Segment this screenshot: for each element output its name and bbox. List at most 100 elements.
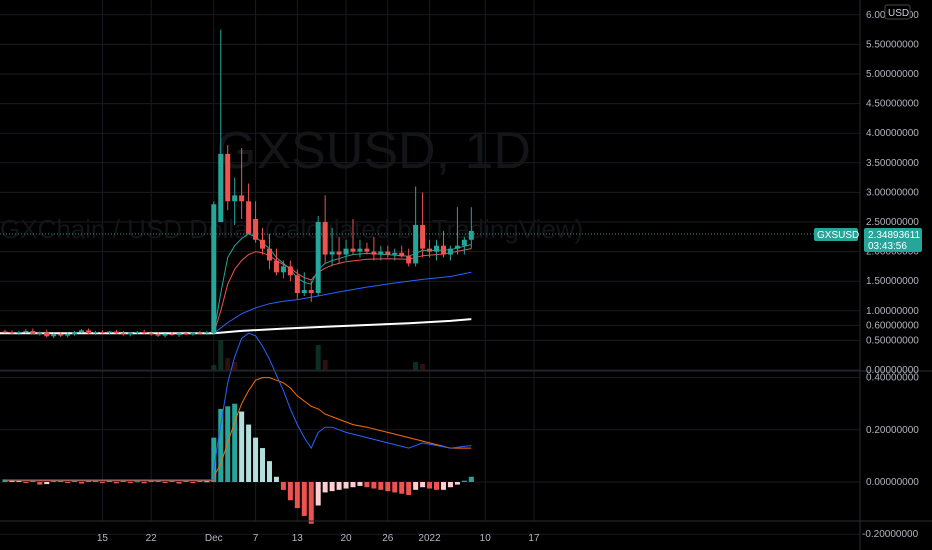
price-tick-label: 5.00000000 xyxy=(866,69,919,80)
candle-body xyxy=(72,332,78,334)
time-tick-label: 22 xyxy=(146,533,158,544)
histogram-bar xyxy=(86,480,92,482)
macd-tick-label: 0.40000000 xyxy=(866,373,919,384)
candle-body xyxy=(266,248,272,261)
histogram-bar xyxy=(155,480,161,482)
candle-body xyxy=(169,333,175,336)
histogram-bar xyxy=(51,480,57,482)
histogram-bar xyxy=(37,482,43,485)
candle-body xyxy=(399,252,405,257)
histogram-bar xyxy=(197,480,203,482)
time-tick-label: 13 xyxy=(292,533,304,544)
candle-body xyxy=(30,330,36,334)
histogram-bar xyxy=(343,482,349,489)
candle-body xyxy=(2,331,8,333)
time-tick-label: Dec xyxy=(205,533,223,544)
watermark-symbol: GXSUSD, 1D xyxy=(216,122,531,180)
histogram-bar xyxy=(322,482,328,493)
ema-line-short xyxy=(213,233,472,334)
candle-body xyxy=(420,224,426,249)
histogram-bar xyxy=(273,476,279,482)
macd-tick-label: 0.20000000 xyxy=(866,425,919,436)
candle-body xyxy=(273,260,279,273)
histogram-bar xyxy=(280,482,286,490)
currency-label[interactable]: USD xyxy=(888,8,909,19)
histogram-bar xyxy=(162,482,168,484)
time-axis[interactable]: 15 22 Dec 7 13 20 26 2022 10 17 xyxy=(97,533,540,544)
histogram-bar xyxy=(134,481,140,483)
candlestick-series[interactable] xyxy=(2,29,474,339)
watermark-description: GXChain / USD Dollar (calculated by Trad… xyxy=(0,214,583,244)
candle-body xyxy=(225,153,231,202)
macd-tick-label: 0.00000000 xyxy=(866,477,919,488)
price-tag xyxy=(864,228,922,252)
candle-body xyxy=(392,252,398,255)
histogram-bar xyxy=(378,482,384,490)
histogram-bar xyxy=(440,482,446,490)
histogram-bar xyxy=(371,482,377,489)
histogram-bar xyxy=(447,482,453,488)
macd-histogram xyxy=(2,403,474,524)
candle-body xyxy=(461,239,467,246)
candle-body xyxy=(315,222,321,294)
volume-bar xyxy=(211,365,217,370)
volume-bar xyxy=(420,364,426,370)
signal-line xyxy=(5,377,472,482)
histogram-bar xyxy=(72,480,78,482)
histogram-bar xyxy=(253,437,259,482)
macd-axis[interactable]: 0.60000000 0.40000000 0.20000000 0.00000000… xyxy=(862,320,919,540)
price-tick-label: 3.00000000 xyxy=(866,187,919,198)
histogram-bar xyxy=(246,424,252,482)
candle-body xyxy=(58,334,64,336)
candle-body xyxy=(246,201,252,234)
candle-body xyxy=(113,331,119,334)
histogram-bar xyxy=(239,411,245,482)
histogram-bar xyxy=(169,480,175,482)
candle-body xyxy=(280,266,286,273)
time-tick-label: 26 xyxy=(382,533,394,544)
candle-body xyxy=(51,334,57,337)
candle-body xyxy=(204,332,210,334)
candle-body xyxy=(99,332,105,334)
price-axis[interactable]: 6.000000005.500000005.000000004.50000000… xyxy=(866,10,919,376)
volume-bar xyxy=(232,362,238,370)
histogram-bar xyxy=(406,482,412,496)
candle-body xyxy=(176,333,182,336)
candle-body xyxy=(44,332,50,337)
histogram-bar xyxy=(58,480,64,482)
histogram-bar xyxy=(113,482,119,484)
candle-body xyxy=(239,195,245,202)
price-tag-value: 2.34893611 xyxy=(868,230,921,241)
histogram-bar xyxy=(204,481,210,483)
candle-body xyxy=(106,331,112,333)
histogram-bar xyxy=(364,482,370,488)
price-tick-label: 5.50000000 xyxy=(866,39,919,50)
histogram-bar xyxy=(183,480,189,482)
candle-body xyxy=(308,290,314,294)
histogram-bar xyxy=(420,482,426,488)
histogram-bar xyxy=(434,482,440,490)
price-tag-countdown: 03:43:56 xyxy=(868,241,907,252)
price-tick-label: 1.00000000 xyxy=(866,306,919,317)
histogram-bar xyxy=(65,482,71,484)
candle-body xyxy=(336,251,342,255)
histogram-bar xyxy=(79,482,85,484)
histogram-bar xyxy=(468,476,474,482)
candle-body xyxy=(162,333,168,336)
histogram-bar xyxy=(454,482,460,485)
histogram-bar xyxy=(211,437,217,482)
price-tick-label: 4.00000000 xyxy=(866,128,919,139)
candle-body xyxy=(155,334,161,336)
candle-body xyxy=(260,239,266,249)
candle-body xyxy=(343,248,349,255)
price-tick-label: 2.00000000 xyxy=(866,247,919,258)
grid-lines xyxy=(0,0,860,535)
histogram-bar xyxy=(329,482,335,492)
histogram-bar xyxy=(357,482,363,486)
histogram-bar xyxy=(294,482,300,509)
currency-box[interactable] xyxy=(884,4,911,20)
time-tick-label: 15 xyxy=(97,533,109,544)
candle-body xyxy=(427,248,433,252)
candle-body xyxy=(79,330,85,333)
